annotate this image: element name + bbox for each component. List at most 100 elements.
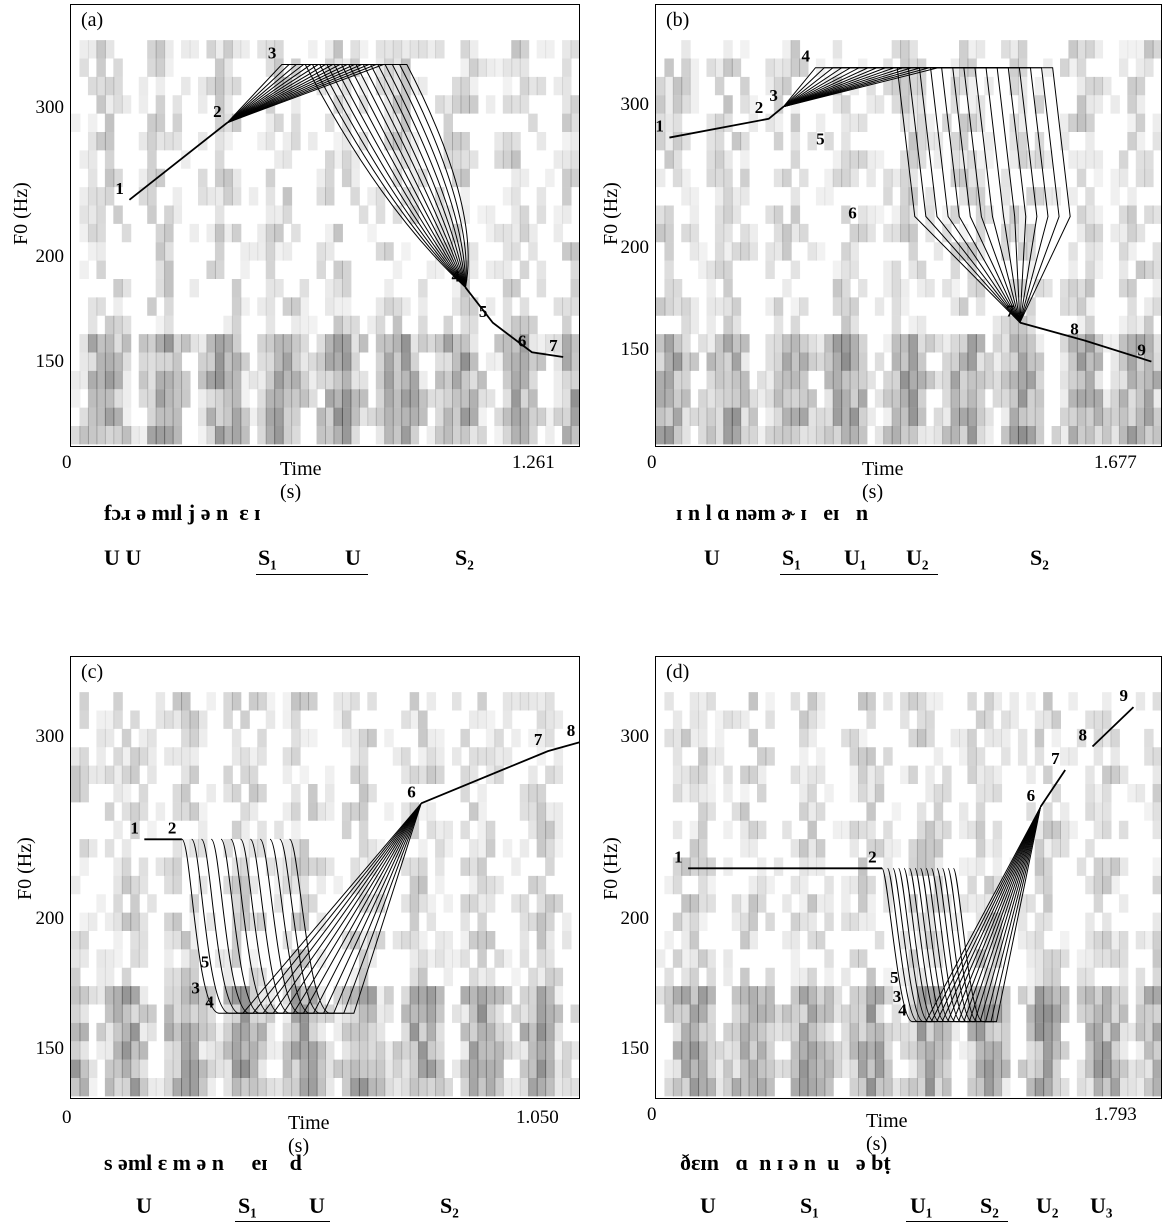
spectrogram-cell (536, 784, 547, 803)
spectrogram-cell (1085, 187, 1095, 206)
spectrogram-cell (562, 95, 572, 114)
spectrogram-cell (545, 820, 555, 840)
spectrogram-cell (731, 802, 742, 821)
spectrogram-cell (87, 40, 98, 59)
spectrogram-cell (545, 407, 555, 426)
spectrogram-cell (570, 95, 579, 114)
spectrogram-cell (807, 765, 817, 784)
spectrogram-cell (773, 389, 784, 408)
spectrogram-cell (341, 297, 352, 316)
spectrogram-cell (731, 242, 742, 261)
spectrogram-cell (1043, 150, 1053, 169)
spectrogram-cell (519, 95, 530, 114)
spectrogram-cell (1152, 1004, 1161, 1023)
spectrogram-cell (181, 40, 191, 59)
spectrogram-cell (1093, 710, 1104, 729)
spectrogram-cell (282, 334, 293, 353)
spectrogram-cell (198, 986, 208, 1005)
spectrogram-cell (1034, 839, 1045, 858)
spectrogram-cell (1118, 260, 1129, 279)
spectrogram-cell (418, 875, 428, 895)
spectrogram-cell (874, 389, 885, 408)
spectrogram-cell (706, 334, 716, 353)
spectrogram-cell (799, 352, 809, 371)
spectrogram-cell (248, 765, 259, 784)
spectrogram-cell (536, 187, 547, 206)
spectrogram-cell (1144, 407, 1154, 426)
syllable-label: U (700, 1193, 716, 1218)
spectrogram-cell (519, 407, 530, 426)
spectrogram-cell (494, 986, 504, 1005)
spectrogram-cell (959, 370, 969, 390)
spectrogram-cell (1144, 728, 1154, 748)
spectrogram-cell (409, 76, 420, 96)
spectrogram-cell (908, 857, 918, 876)
spectrogram-cell (748, 875, 758, 895)
spectrogram-cell (765, 389, 775, 408)
spectrogram-cell (1026, 1004, 1036, 1023)
spectrogram-cell (121, 1022, 132, 1042)
spectrogram-cell (223, 58, 233, 77)
spectrogram-cell (384, 407, 394, 426)
spectrogram-cell (341, 728, 352, 748)
spectrogram-cell (916, 692, 927, 711)
y-tick-label: 300 (35, 97, 65, 119)
point-label: 6 (1027, 786, 1036, 805)
spectrogram-cell (790, 1004, 801, 1023)
spectrogram-cell (562, 187, 572, 206)
spectrogram-cell (1110, 986, 1120, 1005)
spectrogram-cell (282, 802, 293, 821)
spectrogram-cell (959, 297, 969, 316)
spectrogram-cell (71, 967, 81, 987)
spectrogram-cell (992, 875, 1003, 895)
spectrogram-cell (765, 297, 775, 316)
spectrogram-cell (392, 334, 403, 353)
spectrogram-cell (147, 370, 157, 390)
spectrogram-cell (384, 242, 394, 261)
spectrogram-cell (121, 223, 132, 243)
spectrogram-cell (1009, 315, 1019, 335)
spectrogram-cell (689, 784, 700, 803)
spectrogram-cell (519, 931, 530, 950)
spectrogram-cell (1026, 986, 1036, 1005)
panel-label-a: (a) (79, 9, 106, 32)
spectrogram-cell (1017, 370, 1028, 390)
spectrogram-cell (341, 1022, 352, 1042)
spectrogram-cell (1144, 40, 1154, 59)
spectrogram-cell (900, 168, 910, 188)
spectrogram-cell (1152, 1078, 1161, 1097)
spectrogram-cell (723, 710, 733, 729)
spectrogram-cell (790, 692, 801, 711)
spectrogram-cell (849, 1004, 859, 1023)
syllable-label: U (136, 1193, 152, 1218)
alt-contour (191, 803, 422, 1014)
spectrogram-cell (223, 1078, 233, 1097)
spectrogram-cell (1110, 765, 1120, 784)
spectrogram-cell (375, 1059, 386, 1078)
spectrogram-cell (656, 205, 666, 224)
spectrogram-cell (435, 839, 445, 858)
spectrogram-cell (71, 389, 81, 408)
spectrogram-cell (1009, 370, 1019, 390)
spectrogram-cell (900, 426, 910, 445)
spectrogram-cell (849, 389, 859, 408)
spectrogram-cell (316, 334, 326, 353)
alt-contour (931, 806, 1042, 1023)
spectrogram-cell (181, 931, 191, 950)
spectrogram-cell (681, 297, 691, 316)
spectrogram-cell (916, 857, 927, 876)
spectrogram-cell (765, 1059, 775, 1078)
spectrogram-cell (942, 820, 952, 840)
spectrogram-cell (900, 1041, 910, 1060)
spectrogram-cell (1127, 297, 1137, 316)
spectrogram-cell (528, 426, 538, 445)
spectrogram-cell (799, 1022, 809, 1042)
spectrogram-cell (1118, 1059, 1129, 1078)
spectrogram-cell (418, 334, 428, 353)
spectrogram-cell (468, 765, 479, 784)
spectrogram-cell (1118, 1078, 1129, 1097)
spectrogram-cell (1009, 389, 1019, 408)
point-label: 8 (1079, 726, 1088, 745)
spectrogram-cell (681, 949, 691, 968)
spectrogram-cell (147, 187, 157, 206)
